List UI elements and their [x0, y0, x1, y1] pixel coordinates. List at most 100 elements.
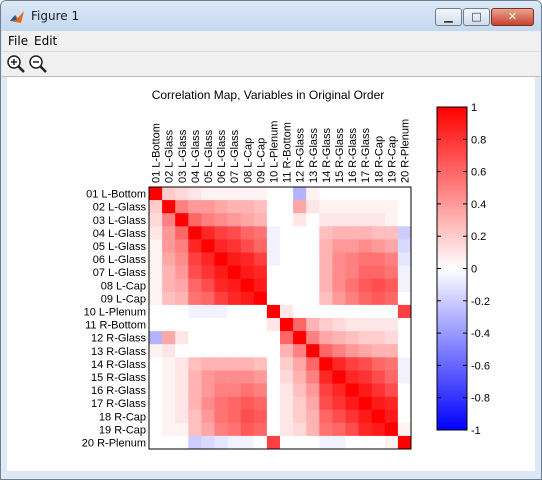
minimize-button[interactable]: ▁ — [435, 8, 462, 26]
heatmap-cell-12-7 — [227, 331, 241, 345]
heatmap-cell-17-3 — [175, 396, 189, 410]
heatmap-cell-4-6 — [214, 226, 228, 240]
heatmap-cell-12-4 — [188, 331, 202, 345]
heatmap-cell-6-12 — [293, 252, 307, 266]
heatmap-cell-7-8 — [240, 265, 255, 279]
heatmap-cell-15-1 — [149, 370, 163, 384]
column-label-8: 08 L-Cap — [242, 138, 254, 183]
row-label-12: 12 R-Glass — [91, 333, 147, 345]
heatmap-cell-7-5 — [201, 265, 215, 279]
heatmap-cell-1-20 — [397, 187, 412, 201]
heatmap-cell-2-15 — [332, 200, 346, 214]
heatmap-cell-7-11 — [280, 265, 294, 279]
heatmap-cell-19-13 — [306, 422, 320, 437]
heatmap-cell-17-12 — [293, 396, 307, 410]
heatmap-cell-7-12 — [293, 265, 307, 279]
heatmap-cell-9-4 — [188, 291, 202, 306]
heatmap-cell-16-5 — [201, 383, 215, 397]
heatmap-cell-13-13 — [306, 344, 320, 358]
heatmap-cell-3-2 — [162, 213, 176, 227]
close-button[interactable]: ✕ — [491, 8, 534, 26]
heatmap-cell-20-19 — [384, 435, 399, 450]
heatmap-cell-1-7 — [227, 187, 241, 201]
heatmap-cell-7-15 — [332, 265, 346, 279]
heatmap-cell-12-8 — [240, 331, 255, 345]
zoom-in-icon[interactable] — [6, 54, 26, 74]
heatmap-cell-2-10 — [266, 200, 281, 214]
heatmap-cell-14-7 — [227, 357, 241, 371]
heatmap-cell-16-2 — [162, 383, 176, 397]
minimize-icon: ▁ — [444, 10, 453, 23]
heatmap-cell-1-6 — [214, 187, 228, 201]
heatmap-cell-14-20 — [397, 357, 412, 371]
heatmap-cell-13-17 — [358, 344, 372, 358]
heatmap-cell-5-18 — [371, 239, 386, 253]
heatmap-cell-20-3 — [175, 435, 189, 450]
heatmap-cell-3-12 — [293, 213, 307, 227]
heatmap-cell-5-17 — [358, 239, 372, 253]
row-label-19: 19 R-Cap — [99, 424, 146, 436]
heatmap-cell-13-3 — [175, 344, 189, 358]
heatmap-cell-7-6 — [214, 265, 228, 279]
heatmap-cell-19-18 — [371, 422, 386, 437]
heatmap-cell-16-10 — [266, 383, 281, 397]
colorbar-tick-label-1: 1 — [471, 102, 477, 114]
heatmap-cell-1-1 — [149, 187, 163, 201]
heatmap-cell-6-4 — [188, 252, 202, 266]
heatmap-cell-15-8 — [240, 370, 255, 384]
heatmap-cell-10-19 — [384, 304, 399, 319]
heatmap-cell-12-9 — [253, 331, 268, 345]
heatmap-cell-2-4 — [188, 200, 202, 214]
heatmap-cell-11-6 — [214, 318, 228, 332]
row-label-16: 16 R-Glass — [91, 385, 147, 397]
heatmap-cell-5-3 — [175, 239, 189, 253]
heatmap-cell-12-14 — [319, 331, 333, 345]
heatmap-cell-3-3 — [175, 213, 189, 227]
colorbar-tick-label-5: 0.2 — [471, 231, 486, 243]
zoom-out-icon[interactable] — [28, 54, 48, 74]
heatmap-cell-2-13 — [306, 200, 320, 214]
heatmap-cell-10-1 — [149, 304, 163, 319]
row-label-13: 13 R-Glass — [91, 346, 147, 358]
heatmap-cell-7-13 — [306, 265, 320, 279]
heatmap-cell-11-9 — [253, 318, 268, 332]
heatmap-cell-8-13 — [306, 278, 320, 293]
heatmap-cell-20-17 — [358, 435, 372, 450]
heatmap-cell-4-13 — [306, 226, 320, 240]
heatmap-cell-2-9 — [253, 200, 268, 214]
heatmap-cell-10-11 — [280, 304, 294, 319]
heatmap-cell-19-4 — [188, 422, 202, 437]
heatmap-cell-12-6 — [214, 331, 228, 345]
heatmap-cell-14-14 — [319, 357, 333, 371]
heatmap-cell-5-13 — [306, 239, 320, 253]
heatmap-cell-3-6 — [214, 213, 228, 227]
heatmap-cell-3-8 — [240, 213, 255, 227]
heatmap-cell-7-20 — [397, 265, 412, 279]
heatmap-cell-10-20 — [397, 304, 412, 319]
maximize-button[interactable]: □ — [463, 8, 490, 26]
heatmap-cell-1-16 — [345, 187, 359, 201]
heatmap-cell-10-7 — [227, 304, 241, 319]
heatmap-cell-13-15 — [332, 344, 346, 358]
heatmap-cell-16-16 — [345, 383, 359, 397]
heatmap-cell-14-8 — [240, 357, 255, 371]
heatmap-cell-17-10 — [266, 396, 281, 410]
heatmap-cell-10-3 — [175, 304, 189, 319]
heatmap-cell-17-2 — [162, 396, 176, 410]
heatmap-cell-4-20 — [397, 226, 412, 240]
heatmap-cell-5-5 — [201, 239, 215, 253]
heatmap-cell-13-7 — [227, 344, 241, 358]
menu-file[interactable]: File — [8, 34, 29, 48]
row-label-17: 17 R-Glass — [91, 398, 147, 410]
heatmap-cell-9-16 — [345, 291, 359, 306]
row-label-20: 20 R-Plenum — [82, 437, 146, 449]
heatmap-cell-13-2 — [162, 344, 176, 358]
heatmap-cell-12-1 — [149, 331, 163, 345]
menu-edit[interactable]: Edit — [34, 34, 58, 48]
title-bar[interactable]: Figure 1 ▁ □ ✕ — [1, 1, 541, 31]
heatmap-cell-16-13 — [306, 383, 320, 397]
heatmap-cell-18-14 — [319, 409, 333, 424]
heatmap-cell-11-3 — [175, 318, 189, 332]
heatmap-cell-20-2 — [162, 435, 176, 450]
heatmap-cell-17-5 — [201, 396, 215, 410]
